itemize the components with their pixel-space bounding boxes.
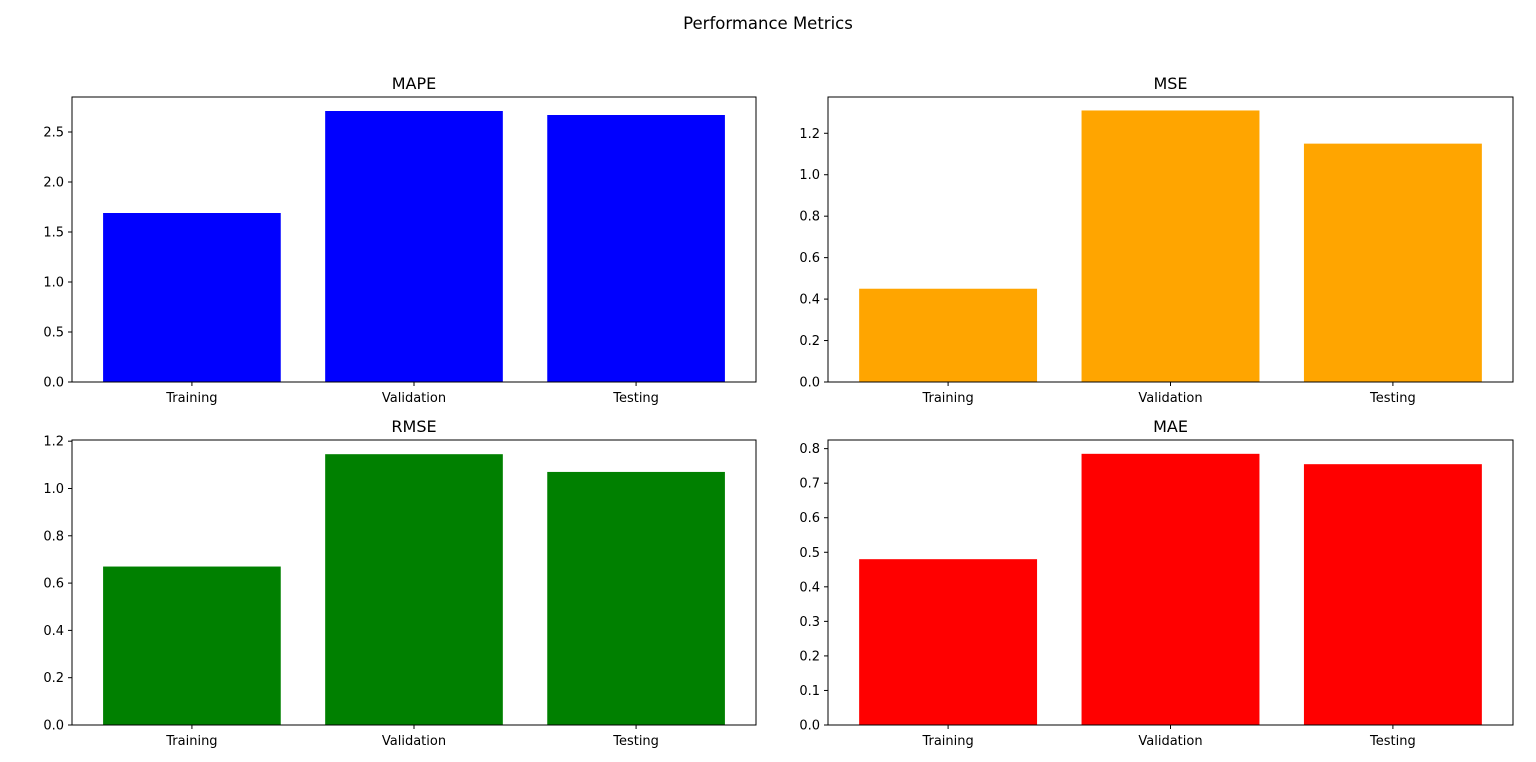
mape-ytick-label: 1.0: [43, 276, 64, 291]
mape-ytick-label: 0.5: [43, 326, 64, 341]
rmse-bar-training: [103, 566, 281, 725]
mae-ytick-label: 0.5: [799, 546, 820, 561]
mae-ytick-label: 0.2: [799, 649, 820, 664]
mse-ytick-label: 0.2: [799, 334, 820, 349]
rmse-ytick-label: 0.0: [43, 719, 64, 734]
mse-bar-validation: [1081, 110, 1260, 382]
rmse-xtick-label-testing: Testing: [612, 734, 659, 749]
rmse-title: RMSE: [391, 417, 436, 436]
mae-xtick-label-validation: Validation: [1138, 734, 1202, 749]
mae-ytick-label: 0.3: [799, 615, 820, 630]
mse-ytick-label: 1.0: [799, 168, 820, 183]
mae-xtick-label-testing: Testing: [1369, 734, 1416, 749]
mape-xtick-label-training: Training: [165, 391, 217, 406]
mape-ytick-label: 2.5: [43, 126, 64, 141]
mape-ytick-label: 0.0: [43, 376, 64, 391]
mse-bar-training: [859, 288, 1038, 382]
mape-bar-validation: [325, 111, 503, 382]
mae-ytick-label: 0.6: [799, 511, 820, 526]
mse-xtick-label-validation: Validation: [1138, 391, 1202, 406]
rmse-bar-testing: [547, 471, 725, 725]
mape-title: MAPE: [392, 74, 437, 93]
mape-panel: MAPE 0.0 0.5 1.0 1.5 2.0 2.5 Training Validation…: [43, 74, 757, 406]
rmse-xtick-label-validation: Validation: [382, 734, 446, 749]
mape-ytick-label: 1.5: [43, 226, 64, 241]
figure-suptitle: Performance Metrics: [683, 14, 853, 33]
mse-ytick-label: 0.8: [799, 210, 820, 225]
mae-xtick-label-training: Training: [921, 734, 973, 749]
rmse-ytick-label: 0.4: [43, 624, 64, 639]
mape-bar-testing: [547, 115, 725, 382]
mae-ytick-label: 0.4: [799, 580, 820, 595]
mape-ytick-label: 2.0: [43, 176, 64, 191]
mae-ytick-label: 0.7: [799, 477, 820, 492]
rmse-ytick-label: 1.2: [43, 435, 64, 450]
mae-ytick-label: 0.1: [799, 684, 820, 699]
mse-xtick-label-testing: Testing: [1369, 391, 1416, 406]
rmse-ytick-label: 0.8: [43, 529, 64, 544]
mae-bar-validation: [1081, 453, 1260, 725]
rmse-panel: RMSE 0.0 0.2 0.4 0.6 0.8 1.0 1.2 Training Validat…: [43, 417, 757, 749]
mse-title: MSE: [1153, 74, 1187, 93]
mse-ytick-label: 0.0: [799, 376, 820, 391]
rmse-xtick-label-training: Training: [165, 734, 217, 749]
mape-xtick-label-validation: Validation: [382, 391, 446, 406]
rmse-ytick-label: 0.2: [43, 671, 64, 686]
mse-xtick-label-training: Training: [921, 391, 973, 406]
subplots-grid: MAPE 0.0 0.5 1.0 1.5 2.0 2.5 Training Validation…: [43, 74, 1514, 749]
mse-ytick-label: 0.6: [799, 251, 820, 266]
mse-ytick-label: 0.4: [799, 293, 820, 308]
mae-ytick-label: 0.0: [799, 719, 820, 734]
rmse-bar-validation: [325, 454, 503, 725]
mse-panel: MSE 0.0 0.2 0.4 0.6 0.8 1.0 1.2 Training Validati…: [799, 74, 1514, 406]
mse-bar-testing: [1303, 143, 1482, 382]
rmse-ytick-label: 0.6: [43, 577, 64, 592]
rmse-ytick-label: 1.0: [43, 482, 64, 497]
mape-bar-training: [103, 213, 281, 382]
mse-ytick-label: 1.2: [799, 127, 820, 142]
mae-panel: MAE 0.0 0.1 0.2 0.3 0.4 0.5 0.6 0.7 0.8 Training Va…: [799, 417, 1514, 749]
mae-bar-training: [859, 559, 1038, 725]
mae-ytick-label: 0.8: [799, 442, 820, 457]
mape-xtick-label-testing: Testing: [612, 391, 659, 406]
mae-bar-testing: [1303, 464, 1482, 725]
mae-title: MAE: [1153, 417, 1188, 436]
